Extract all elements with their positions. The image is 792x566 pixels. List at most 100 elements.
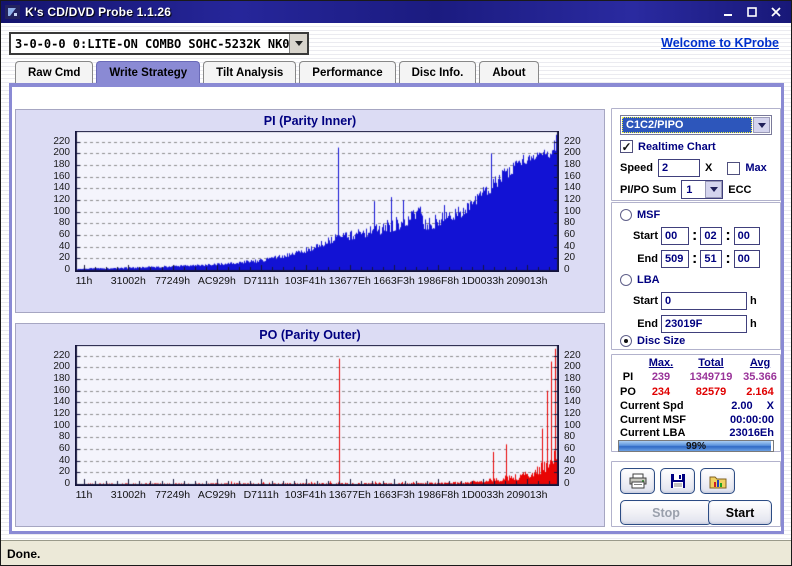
drive-select[interactable]: 3-0-0-0 0:LITE-ON COMBO SOHC-5232K NK07 (9, 32, 309, 55)
msf-radio[interactable] (620, 209, 632, 221)
lba-start-label: Start (632, 295, 658, 307)
x-tick-label: 77249h (155, 489, 191, 501)
disc-size-label: Disc Size (637, 335, 686, 347)
msf-start-min-input[interactable]: 00 (661, 227, 689, 245)
po-avg-value: 2.164 (746, 386, 774, 398)
tab-write-strategy[interactable]: Write Strategy (96, 61, 201, 83)
x-tick-label: 1986F8h (417, 275, 460, 287)
mode-select-value: C1C2/PIPO (622, 117, 752, 133)
y-tick-label-right: 120 (564, 194, 581, 206)
stats-header-total: Total (698, 357, 724, 369)
y-tick-label-right: 80 (564, 217, 576, 229)
x-tick-label: 11h (75, 489, 93, 501)
load-chart-button[interactable] (700, 468, 735, 494)
current-lba-row: Current LBA 23016Eh (620, 427, 774, 439)
msf-label: MSF (637, 209, 661, 221)
x-tick-label: 1663F3h (373, 275, 415, 287)
po-chart-panel: PO (Parity Outer) 0 20 40 60 80 100 120 140 160 1… (15, 323, 605, 527)
welcome-link[interactable]: Welcome to KProbe (661, 36, 779, 50)
stop-button[interactable]: Stop (620, 500, 712, 525)
y-tick-label-left: 40 (58, 454, 70, 466)
maximize-button[interactable] (745, 6, 759, 18)
tab-about[interactable]: About (479, 61, 539, 83)
y-tick-label-left: 60 (58, 229, 70, 241)
speed-unit: X (705, 162, 713, 174)
po-stats-label: PO (620, 386, 636, 398)
status-text: Done. (7, 546, 41, 561)
pipo-sum-select[interactable]: 1 (681, 180, 724, 199)
msf-end-sec-input[interactable]: 51 (700, 250, 723, 268)
tab-disc-info[interactable]: Disc Info. (398, 61, 477, 83)
tab-tilt-analysis[interactable]: Tilt Analysis (203, 61, 297, 83)
mode-select[interactable]: C1C2/PIPO (620, 115, 772, 135)
y-tick-label-right: 220 (564, 349, 581, 361)
y-tick-label-left: 200 (53, 147, 70, 159)
stats-header-avg: Avg (749, 357, 771, 369)
pi-chart-plot (75, 131, 559, 272)
stats-header-max: Max. (648, 357, 674, 369)
y-tick-label-left: 20 (58, 252, 70, 264)
x-tick-label: 77249h (155, 275, 191, 287)
msf-start-label: Start (632, 230, 658, 242)
drive-select-value: 3-0-0-0 0:LITE-ON COMBO SOHC-5232K NK07 (15, 36, 289, 51)
y-tick-label-right: 200 (564, 147, 581, 159)
x-tick-label: AC929h (197, 489, 236, 501)
y-tick-label-left: 220 (53, 349, 70, 361)
y-tick-label-left: 220 (53, 135, 70, 147)
y-tick-label-right: 0 (564, 478, 570, 489)
pi-y-axis-right: 0 20 40 60 80 100 120 140 160 180 200 220 (562, 131, 604, 275)
lba-radio[interactable] (620, 274, 632, 286)
max-checkbox[interactable]: ✓ (727, 161, 741, 175)
open-chart-icon (709, 476, 726, 488)
y-tick-label-left: 120 (53, 194, 70, 206)
range-groupbox: MSF Start 00: 02: 00 End 509: 51: 00 LBA (611, 202, 781, 350)
y-tick-label-left: 140 (53, 182, 70, 194)
minimize-button[interactable] (721, 6, 735, 18)
lba-start-input[interactable]: 0 (661, 292, 747, 310)
x-tick-label: 11h (75, 275, 93, 287)
y-tick-label-right: 200 (564, 361, 581, 373)
disc-size-radio[interactable] (620, 335, 632, 347)
tab-raw-cmd[interactable]: Raw Cmd (15, 61, 94, 83)
tab-performance[interactable]: Performance (299, 61, 396, 83)
y-tick-label-left: 40 (58, 240, 70, 252)
start-button[interactable]: Start (708, 500, 772, 525)
app-icon (5, 5, 20, 19)
mode-select-arrow-button[interactable] (753, 117, 770, 133)
stats-header-row: Max. Total Avg (616, 357, 780, 369)
speed-input[interactable]: 2 (658, 159, 701, 177)
y-tick-label-left: 200 (53, 361, 70, 373)
close-button[interactable] (769, 6, 783, 18)
pi-x-axis: 11h 31002h 77249h AC929h D7111h 103F41h 13677E… (75, 275, 559, 289)
po-y-axis-right: 0 20 40 60 80 100 120 140 160 180 200 220 (562, 345, 604, 489)
progress-bar: 99% (618, 440, 774, 452)
pi-y-axis-left: 0 20 40 60 80 100 120 140 160 180 200 220 (16, 131, 72, 275)
print-button[interactable] (620, 468, 655, 494)
msf-start-sec-input[interactable]: 02 (700, 227, 723, 245)
current-speed-row: Current Spd 2.00 X (620, 400, 774, 412)
msf-end-frame-input[interactable]: 00 (733, 250, 760, 268)
pipo-sum-unit: ECC (728, 183, 752, 196)
lba-end-input[interactable]: 23019F (661, 315, 747, 333)
y-tick-label-right: 140 (564, 182, 581, 194)
y-tick-label-right: 160 (564, 170, 581, 182)
realtime-chart-checkbox[interactable]: ✓ (620, 139, 633, 154)
msf-start-frame-input[interactable]: 00 (733, 227, 760, 245)
y-tick-label-left: 80 (58, 431, 70, 443)
drive-select-arrow-button[interactable] (289, 34, 307, 53)
lba-end-unit: h (750, 318, 757, 330)
msf-end-min-input[interactable]: 509 (661, 250, 689, 268)
x-tick-label: 103F41h (284, 275, 327, 287)
pi-max-value: 239 (651, 371, 671, 383)
x-tick-label: 209013h (506, 489, 548, 501)
po-stats-row: PO 234 82579 2.164 (616, 386, 780, 398)
title-bar: K's CD/DVD Probe 1.1.26 (1, 1, 791, 23)
pipo-sum-arrow-button[interactable] (705, 181, 723, 198)
y-tick-label-right: 80 (564, 431, 576, 443)
y-tick-label-left: 20 (58, 466, 70, 478)
speed-label: Speed (620, 162, 654, 174)
save-button[interactable] (660, 468, 695, 494)
lba-end-label: End (637, 318, 658, 330)
y-tick-label-left: 0 (64, 478, 70, 489)
